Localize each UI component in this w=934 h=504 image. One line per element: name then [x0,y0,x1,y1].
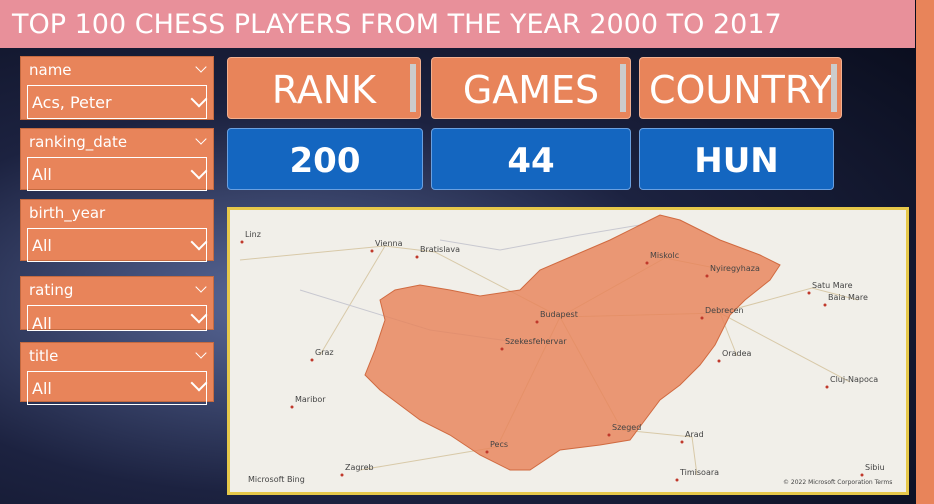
place-dot [607,433,611,437]
place-dot [860,473,864,477]
place-dot [500,347,504,351]
place-label: Satu Mare [812,281,853,290]
slicer[interactable]: birth_year All [20,199,214,262]
place-dot [705,274,709,278]
card-header: GAMES [431,57,631,119]
place-dot [807,291,811,295]
place-label: Bratislava [420,245,460,254]
slicer-value[interactable]: Acs, Peter [27,85,207,119]
chevron [195,133,207,145]
card-value: 44 [431,128,631,190]
place-label: Arad [685,430,704,439]
chevron [195,347,207,359]
place-dot [675,478,679,482]
slicer-label: ranking_date [29,133,128,151]
card-label: GAMES [462,68,600,112]
place-dot [240,240,244,244]
place-dot [290,405,294,409]
country-shape [364,214,781,471]
scrollbar [831,64,837,112]
card-value: HUN [639,128,834,190]
slicer[interactable]: title All [20,342,214,405]
map-attribution: Microsoft Bing [248,475,305,484]
place-dot [700,316,704,320]
place-label: Zagreb [345,463,374,472]
slicer-label: birth_year [29,204,106,222]
place-label: Budapest [540,310,578,319]
place-label: Miskolc [650,251,679,260]
place-label: Vienna [375,239,403,248]
card-header: COUNTRY [639,57,842,119]
place-label: Oradea [722,349,751,358]
place-label: Baia Mare [828,293,868,302]
slicer[interactable]: name Acs, Peter [20,56,214,120]
place-dot [535,320,539,324]
place-label: Maribor [295,395,326,404]
place-dot [310,358,314,362]
slicer-value[interactable]: All [27,371,207,405]
place-dot [340,473,344,477]
side-strip [916,0,934,504]
place-label: Szeged [612,423,641,432]
place-label: Pecs [490,440,508,449]
card-label: COUNTRY [648,68,833,112]
map[interactable]: Linz Vienna Bratislava Graz Maribor Zagreb Bud… [227,207,909,495]
place-label: Sibiu [865,463,885,472]
scrollbar [410,64,416,112]
place-dot [680,440,684,444]
place-dot [370,249,374,253]
chevron [195,281,207,293]
place-dot [823,303,827,307]
chevron [195,61,207,73]
slicer[interactable]: ranking_date All [20,128,214,191]
place-dot [825,385,829,389]
place-dot [645,261,649,265]
place-label: Linz [245,230,261,239]
map-copyright: © 2022 Microsoft Corporation Terms [783,479,892,486]
place-label: Szekesfehervar [505,337,567,346]
place-label: Debrecen [705,306,744,315]
slicer-value[interactable]: All [27,305,207,333]
map-canvas: Linz Vienna Bratislava Graz Maribor Zagreb Bud… [239,214,892,486]
slicer-value[interactable]: All [27,157,207,191]
slicer-label: rating [29,281,74,299]
slicer-label: name [29,61,72,79]
place-label: Timisoara [679,468,719,477]
place-label: Graz [315,348,334,357]
scrollbar [620,64,626,112]
place-dot [717,359,721,363]
place-dot [485,450,489,454]
place-dot [415,255,419,259]
place-label: Cluj-Napoca [830,375,878,384]
card-value: 200 [227,128,423,190]
slicer-value[interactable]: All [27,228,207,262]
card-label: RANK [271,68,377,112]
slicer-label: title [29,347,59,365]
place-label: Nyiregyhaza [710,264,760,273]
page-title: TOP 100 CHESS PLAYERS FROM THE YEAR 2000… [0,0,915,48]
card-header: RANK [227,57,421,119]
slicer[interactable]: rating All [20,276,214,333]
